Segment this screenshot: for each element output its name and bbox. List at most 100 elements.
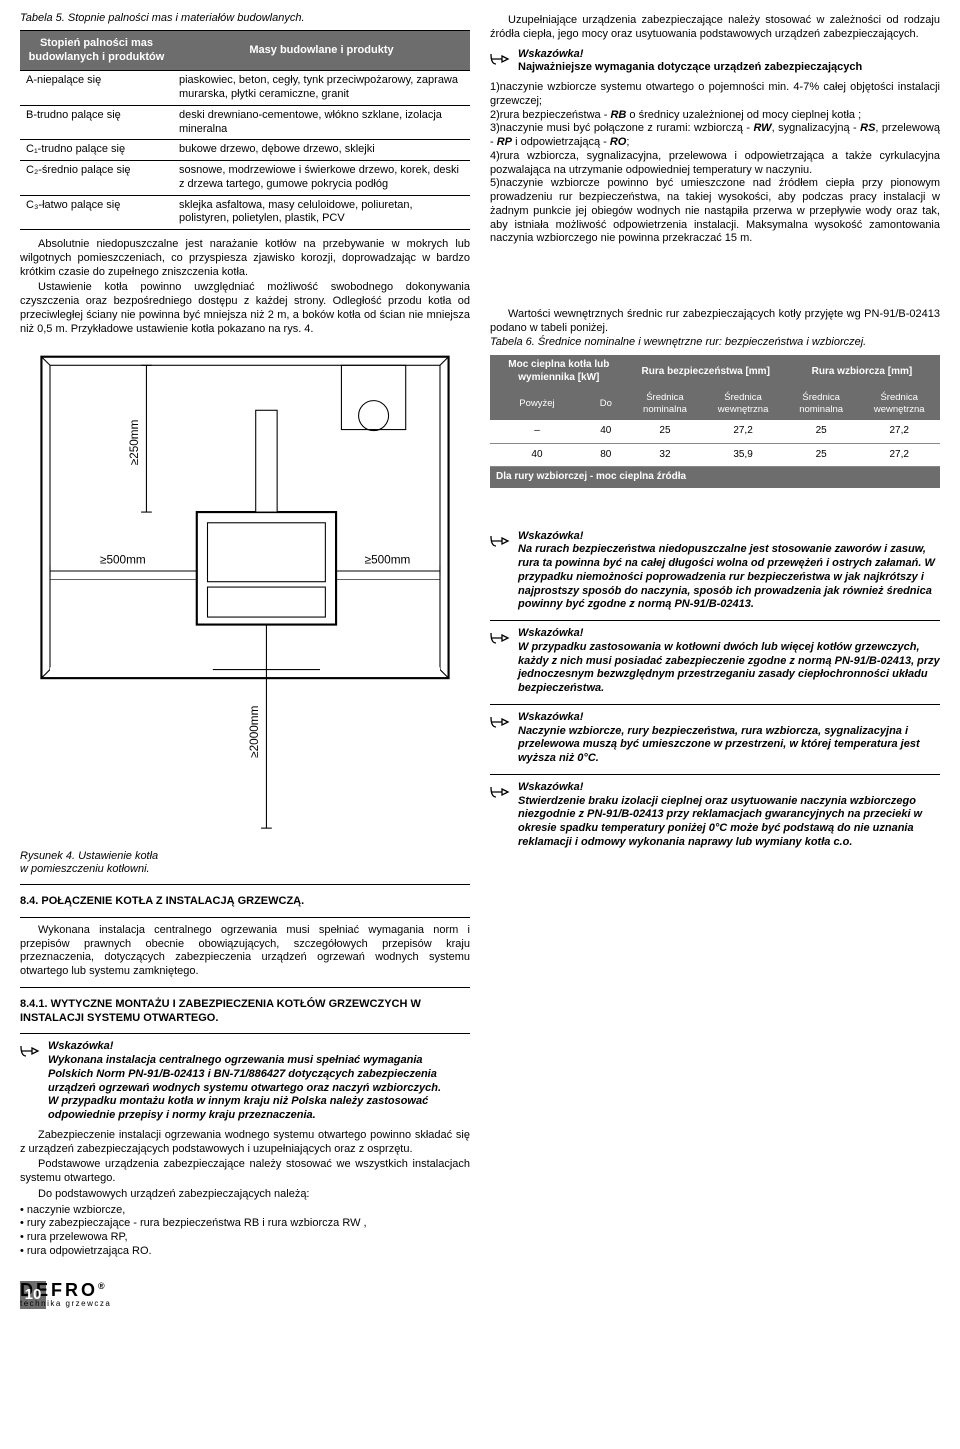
table5: Stopień palności mas budowlanych i produ… [20, 30, 470, 230]
t5-c2: piaskowiec, beton, cegły, tynk przeciwpo… [173, 71, 470, 106]
cell: 25 [784, 420, 859, 443]
pointer-icon [490, 781, 512, 850]
para-placement: Ustawienie kotła powinno uwzględniać moż… [20, 281, 470, 336]
t6-h-to: Do [584, 388, 628, 420]
t5-c2: deski drewniano-cementowe, włókno szklan… [173, 105, 470, 140]
hint-right1-text: Najważniejsze wymagania dotyczące urządz… [518, 61, 862, 73]
pointer-icon [490, 530, 512, 613]
t6-h-int: Średnica wewnętrzna [702, 388, 784, 420]
cell: – [490, 420, 584, 443]
list-item: rura przelewowa RP, [20, 1231, 470, 1245]
t5-c1: B-trudno palące się [20, 105, 173, 140]
left-para-safety3: Do podstawowych urządzeń zabezpieczający… [20, 1188, 470, 1202]
txt: 2)rura bezpieczeństwa - [490, 109, 610, 121]
hint-block-left1: Wskazówka! Wykonana instalacja centralne… [20, 1040, 470, 1123]
table-row: C₃-łatwo palące sięsklejka asfaltowa, ma… [20, 195, 470, 230]
para-storage-warning: Absolutnie niedopuszczalne jest narażani… [20, 238, 470, 279]
abbrev-rw: RW [753, 122, 771, 134]
cell: 27,2 [858, 420, 940, 443]
t5-head-col1: Stopień palności mas budowlanych i produ… [20, 30, 173, 71]
reg-mark: ® [98, 1281, 105, 1291]
list-item-text: rury zabezpieczające - rura bezpieczeńst… [27, 1217, 367, 1229]
hint-block-right3: Wskazówka!W przypadku zastosowania w kot… [490, 627, 940, 696]
cell: 35,9 [702, 443, 784, 467]
rule [20, 987, 470, 988]
rule [20, 917, 470, 918]
hint-block-right1: Wskazówka! Najważniejsze wymagania dotyc… [490, 48, 940, 76]
abbrev-ro: RO [610, 136, 627, 148]
txt: o średnicy uzależnionej od mocy cieplnej… [626, 109, 861, 121]
t5-c1: C₂-średnio palące się [20, 161, 173, 196]
cell: 25 [784, 443, 859, 467]
hint-word: Wskazówka! [518, 48, 583, 60]
hint-right5-text: Stwierdzenie braku izolacji cieplnej ora… [518, 795, 922, 848]
abbrev-rb: RB [610, 109, 626, 121]
list-item: rura odpowietrzająca RO. [20, 1245, 470, 1259]
cell: 40 [490, 443, 584, 467]
table-row: 40 80 32 35,9 25 27,2 [490, 443, 940, 467]
t5-c1: C₃-łatwo palące się [20, 195, 173, 230]
table6-caption: Tabela 6. Średnice nominalne i wewnętrzn… [490, 336, 940, 350]
boiler-placement-svg: ≥250mm ≥500mm ≥500mm ≥2000mm [20, 346, 470, 839]
hint-word: Wskazówka! [518, 530, 583, 542]
pointer-icon [490, 711, 512, 766]
t6-h-nom: Średnica nominalna [628, 388, 703, 420]
rule [490, 704, 940, 705]
t6-h-safety: Rura bezpieczeństwa [mm] [628, 355, 784, 388]
table-row: C₁-trudno palące siębukowe drzewo, dębow… [20, 140, 470, 161]
t6-h-nom2: Średnica nominalna [784, 388, 859, 420]
t5-c2: sosnowe, modrzewiowe i świerkowe drzewo,… [173, 161, 470, 196]
dim-left: ≥500mm [100, 554, 146, 567]
cell: 25 [628, 420, 703, 443]
hint-right2-text: Na rurach bezpieczeństwa niedopuszczalne… [518, 543, 935, 610]
figure4-caption: Rysunek 4. Ustawienie kotła w pomieszcze… [20, 850, 470, 876]
rule [490, 620, 940, 621]
txt: ; [626, 136, 629, 148]
cell: 27,2 [702, 420, 784, 443]
req-1: 1)naczynie wzbiorcze systemu otwartego o… [490, 81, 940, 109]
hint-block-right4: Wskazówka!Naczynie wzbiorcze, rury bezpi… [490, 711, 940, 766]
right-between-para: Wartości wewnętrznych średnic rur zabezp… [490, 308, 940, 336]
abbrev-rs: RS [860, 122, 875, 134]
table-row: – 40 25 27,2 25 27,2 [490, 420, 940, 443]
rule [490, 774, 940, 775]
pointer-icon [490, 627, 512, 696]
section-8-4-1-title: 8.4.1. WYTYCZNE MONTAŻU I ZABEZPIECZENIA… [20, 998, 470, 1026]
txt: i odpowietrzającą - [512, 136, 610, 148]
dim-top: ≥250mm [128, 420, 141, 466]
list-item: rury zabezpieczające - rura bezpieczeńst… [20, 1217, 470, 1231]
hint-word: Wskazówka! [48, 1040, 113, 1052]
hint-block-right5: Wskazówka! Stwierdzenie braku izolacji ci… [490, 781, 940, 850]
table6: Moc cieplna kotła lub wymiennika [kW] Ru… [490, 355, 940, 487]
req-3: 3)naczynie musi być połączone z rurami: … [490, 122, 940, 150]
req-4: 4)rura wzbiorcza, sygnalizacyjna, przele… [490, 150, 940, 178]
cell: 32 [628, 443, 703, 467]
pointer-icon [490, 48, 512, 76]
list-item: naczynie wzbiorcze, [20, 1204, 470, 1218]
req-2: 2)rura bezpieczeństwa - RB o średnicy uz… [490, 109, 940, 123]
left-bullets: naczynie wzbiorcze, rury zabezpieczające… [20, 1204, 470, 1259]
hint-right4-text: Naczynie wzbiorcze, rury bezpieczeństwa,… [518, 725, 920, 765]
t6-h-exp: Rura wzbiorcza [mm] [784, 355, 940, 388]
left-para-safety1: Zabezpieczenie instalacji ogrzewania wod… [20, 1129, 470, 1157]
txt: 3)naczynie musi być połączone z rurami: … [490, 122, 753, 134]
table-row: C₂-średnio palące sięsosnowe, modrzewiow… [20, 161, 470, 196]
t5-c2: bukowe drzewo, dębowe drzewo, sklejki [173, 140, 470, 161]
txt: , sygnalizacyjną - [772, 122, 861, 134]
req-5: 5)naczynie wzbiorcze powinno być umieszc… [490, 177, 940, 246]
hint-word: Wskazówka! [518, 781, 583, 793]
t5-head-col2: Masy budowlane i produkty [173, 30, 470, 71]
pointer-icon [20, 1040, 42, 1123]
section-8-4-title: 8.4. POŁĄCZENIE KOTŁA Z INSTALACJĄ GRZEW… [20, 895, 470, 909]
cell: 40 [584, 420, 628, 443]
t6-h-power: Moc cieplna kotła lub wymiennika [kW] [490, 355, 628, 388]
t5-c1: A-niepalące się [20, 71, 173, 106]
t5-c1: C₁-trudno palące się [20, 140, 173, 161]
hint-word: Wskazówka! [518, 627, 583, 639]
hint-left1-text: Wykonana instalacja centralnego ogrzewan… [48, 1054, 441, 1121]
table-row: B-trudno palące siędeski drewniano-cemen… [20, 105, 470, 140]
t6-h-int2: Średnica wewnętrzna [858, 388, 940, 420]
cell: 80 [584, 443, 628, 467]
right-top-para: Uzupełniające urządzenia zabezpieczające… [490, 14, 940, 42]
dim-front: ≥2000mm [248, 706, 261, 758]
